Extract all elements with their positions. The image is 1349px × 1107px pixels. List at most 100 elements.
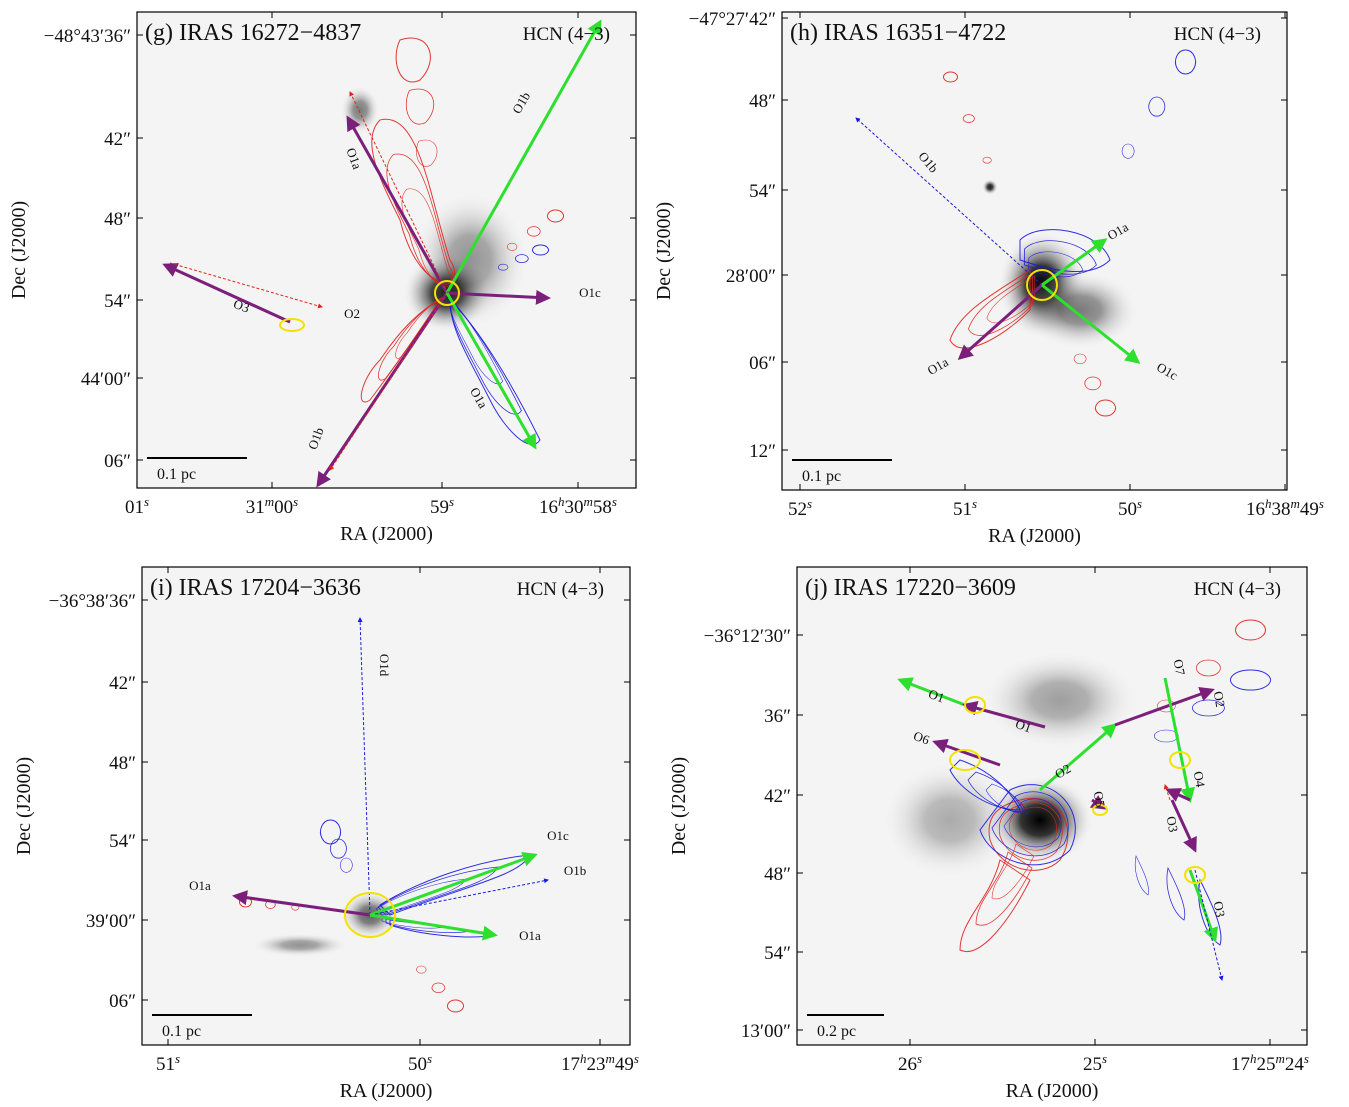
contour [982,156,992,164]
contour [967,771,1025,813]
outflow-label: O4 [1191,770,1209,789]
tick-value: 24 [1285,1054,1305,1075]
contour [1134,855,1149,896]
panel: (g) IRAS 16272−4837 HCN (4−3) 0.1 pc RA (J2… [8,11,637,545]
dust-emission [250,933,350,957]
contour [1157,699,1176,713]
contour [1198,878,1222,946]
outflow-arrow [1041,238,1108,287]
y-axis-label: Dec (J2000) [13,757,35,855]
y-tick-label: 12″ [749,441,776,462]
contour [998,802,1063,861]
tick-unit: m [584,494,593,509]
contour [991,843,1035,900]
x-tick-label: 59s [430,494,454,519]
contour [962,114,975,123]
tick-value: 49 [1300,499,1319,520]
tick-unit: s [1137,496,1142,511]
core-ellipse [1092,804,1108,816]
dust-emission [1020,270,1140,350]
tick-unit: s [612,494,617,509]
x-axis-label: RA (J2000) [340,523,433,545]
outflow-arrow [1165,788,1191,802]
frame [781,11,1288,491]
contour [988,798,1069,871]
outflow-arrow [169,262,323,309]
tick-value: 51 [953,499,972,520]
tick-unit: h [558,494,565,509]
image-background [142,567,630,1045]
tick-unit: m [606,1051,615,1066]
contour [330,838,347,859]
outflow-label: O3 [1164,815,1182,833]
y-tick-label: 42″ [109,673,136,694]
tick-value: 50 [1118,499,1137,520]
scale-bar-label: 0.1 pc [162,1023,201,1040]
dust-emission [982,179,998,195]
outflow-label: O5 [1091,790,1109,808]
tick-unit: h [580,1051,587,1066]
y-tick-label: −47°27′42″ [689,9,776,30]
tick-value: 01 [125,497,144,518]
contour [405,88,435,125]
outflow-label: O1d [377,654,392,677]
contour [1148,96,1166,117]
contour [340,857,353,873]
x-tick-label: 51s [953,496,977,521]
outflow-arrow [232,890,371,917]
contour [395,37,431,83]
y-tick-label: 48″ [104,209,131,230]
line-label: HCN (4−3) [1174,24,1261,45]
outflow-arrow [445,292,537,450]
core-ellipse [1169,751,1191,769]
contour [447,999,464,1013]
core-ellipse [949,749,981,771]
tick-unit: s [807,496,812,511]
contour [1235,619,1266,641]
tick-value: 51 [156,1054,175,1075]
tick-unit: s [917,1051,922,1066]
x-tick-label: 51s [156,1051,180,1076]
tick-unit: s [449,494,454,509]
outflow-arrow [1089,795,1107,810]
outflow-label: O1c [579,285,601,300]
panel-title: (g) IRAS 16272−4837 [145,20,361,46]
contour [448,296,504,385]
outflow-label: O1 [927,686,947,706]
tick-value: 50 [408,1054,427,1075]
contour [527,226,541,237]
line-label: HCN (4−3) [517,579,604,600]
x-tick-label: 16h38m49s [1246,496,1324,521]
y-tick-label: −36°38′36″ [49,591,136,612]
tick-value: 16 [1246,499,1265,520]
x-tick-label: 17h23m49s [561,1051,639,1076]
x-tick-label: 31m00s [246,494,298,519]
outflow-arrow [446,289,551,305]
outflow-label: O1a [189,878,211,893]
outflow-arrow [932,738,1001,767]
outflow-arrow [962,700,1046,729]
contour [416,965,427,974]
y-tick-label: 48″ [764,864,791,885]
contour [1196,659,1221,677]
panel-title: (i) IRAS 17204−3636 [150,575,361,601]
x-axis-label: RA (J2000) [340,1080,433,1102]
contour [949,759,1021,811]
panel: (i) IRAS 17204−3636 HCN (4−3) 0.1 pc RA (J2… [13,566,639,1102]
contour [943,71,958,83]
contour [515,254,529,263]
line-label: HCN (4−3) [1194,579,1281,600]
y-tick-label: 54″ [764,943,791,964]
y-tick-label: 39′00″ [86,911,136,932]
x-tick-label: 01s [125,494,149,519]
contour [1154,729,1179,743]
outflow-label: O1a [519,928,541,943]
contour [991,791,1069,857]
contour [1003,798,1062,848]
core-ellipse [279,318,305,332]
panel: (h) IRAS 16351−4722 HCN (4−3) 0.1 pc RA (J2… [653,9,1324,547]
tick-unit: s [144,494,149,509]
dust-emission [340,85,380,135]
tick-unit: s [175,1051,180,1066]
tick-value: 16 [539,497,558,518]
